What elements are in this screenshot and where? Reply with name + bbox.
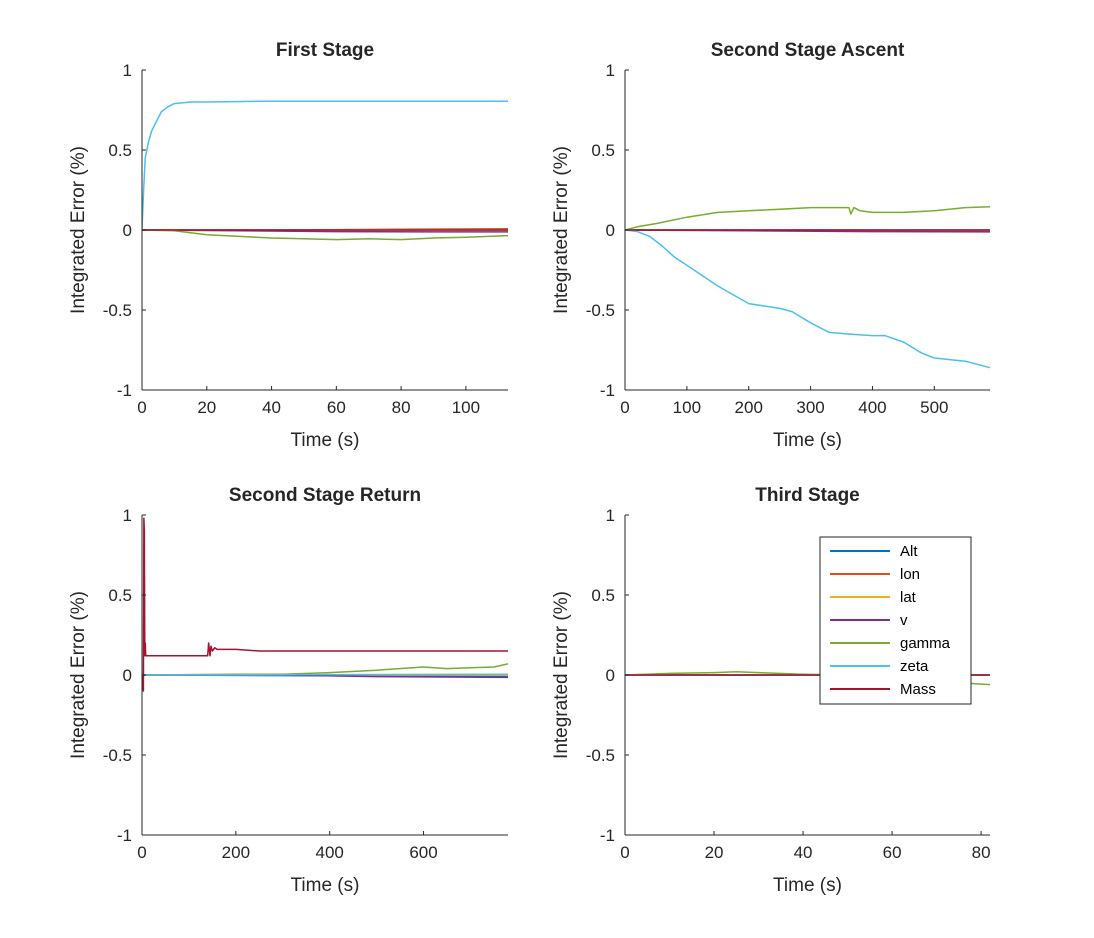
- y-tick-label: -1: [117, 826, 132, 845]
- series-line-gamma: [142, 663, 508, 676]
- subplot-4: 0 20 40 60 80 -1 -0.5 0 0.5 1 Third Stage Time (s) I…: [551, 485, 991, 896]
- x-tick-label: 60: [327, 398, 346, 417]
- y-tick-label: -0.5: [103, 746, 132, 765]
- x-axis-label: Time (s): [291, 875, 360, 896]
- y-tick-label: -0.5: [103, 301, 132, 320]
- x-tick-label: 500: [920, 398, 948, 417]
- legend-label: Mass: [900, 681, 936, 698]
- y-tick-label: 0.5: [591, 586, 615, 605]
- legend-label: Alt: [900, 543, 918, 560]
- y-axis-label: Integrated Error (%): [68, 591, 89, 759]
- x-tick-label: 20: [197, 398, 216, 417]
- x-tick-label: 20: [705, 843, 724, 862]
- y-tick-label: -1: [600, 381, 615, 400]
- legend-item-lat: lat: [830, 589, 917, 606]
- x-tick-label: 0: [620, 843, 629, 862]
- y-tick-label: -1: [600, 826, 615, 845]
- series-group: [142, 517, 508, 692]
- legend-label: lon: [900, 566, 920, 583]
- legend-item-v: v: [830, 612, 908, 629]
- y-axis-label: Integrated Error (%): [551, 146, 572, 314]
- legend-item-alt: Alt: [830, 543, 918, 560]
- x-tick-label: 60: [883, 843, 902, 862]
- series-line-gamma: [625, 206, 990, 231]
- y-tick-label: 0: [606, 666, 615, 685]
- x-axis-label: Time (s): [291, 430, 360, 451]
- y-tick-label: -1: [117, 381, 132, 400]
- legend-label: gamma: [900, 635, 951, 652]
- series-line-zeta: [142, 673, 508, 676]
- y-axis-label: Integrated Error (%): [551, 591, 572, 759]
- subplot-title: Third Stage: [755, 485, 860, 506]
- x-tick-label: 400: [858, 398, 886, 417]
- x-tick-label: 300: [796, 398, 824, 417]
- series-group: [625, 206, 990, 369]
- x-tick-label: 200: [222, 843, 250, 862]
- subplot-title: Second Stage Ascent: [711, 40, 905, 61]
- x-tick-label: 40: [794, 843, 813, 862]
- series-line-zeta: [142, 100, 508, 231]
- x-tick-label: 40: [262, 398, 281, 417]
- y-tick-label: 0.5: [108, 586, 132, 605]
- y-tick-label: 1: [606, 506, 615, 525]
- x-tick-label: 0: [137, 398, 146, 417]
- x-tick-label: 80: [972, 843, 991, 862]
- y-tick-label: -0.5: [586, 301, 615, 320]
- x-tick-label: 600: [409, 843, 437, 862]
- x-tick-label: 100: [673, 398, 701, 417]
- y-tick-label: 1: [123, 61, 132, 80]
- y-tick-label: 0.5: [591, 141, 615, 160]
- x-tick-label: 400: [316, 843, 344, 862]
- legend-label: zeta: [900, 658, 929, 675]
- subplot-title: Second Stage Return: [229, 485, 421, 506]
- y-tick-label: 1: [123, 506, 132, 525]
- y-tick-label: 0.5: [108, 141, 132, 160]
- y-tick-label: 1: [606, 61, 615, 80]
- series-line-zeta: [625, 229, 990, 369]
- legend-label: lat: [900, 589, 917, 606]
- y-axis-label: Integrated Error (%): [68, 146, 89, 314]
- x-tick-label: 100: [452, 398, 480, 417]
- x-tick-label: 0: [620, 398, 629, 417]
- legend-label: v: [900, 612, 908, 629]
- x-tick-label: 0: [137, 843, 146, 862]
- legend-item-zeta: zeta: [830, 658, 929, 675]
- x-axis-label: Time (s): [773, 875, 842, 896]
- subplot-3: 0 200 400 600 -1 -0.5 0 0.5 1 Second Stage Return…: [68, 485, 508, 896]
- legend-item-lon: lon: [830, 566, 920, 583]
- subplot-title: First Stage: [276, 40, 374, 61]
- series-line-gamma: [142, 229, 508, 241]
- x-axis-label: Time (s): [773, 430, 842, 451]
- series-group: [142, 100, 508, 241]
- x-tick-label: 80: [392, 398, 411, 417]
- series-line-mass: [142, 517, 508, 692]
- y-tick-label: -0.5: [586, 746, 615, 765]
- y-tick-label: 0: [606, 221, 615, 240]
- legend-item-gamma: gamma: [830, 635, 951, 652]
- subplot-2: 0 100 200 300 400 500 -1 -0.5 0 0.5 1 Second Stage …: [551, 40, 990, 451]
- legend: Alt lon lat v gamma zeta Mass: [819, 536, 972, 705]
- y-tick-label: 0: [123, 666, 132, 685]
- y-tick-label: 0: [123, 221, 132, 240]
- legend-item-mass: Mass: [830, 681, 936, 698]
- subplot-1: 0 20 40 60 80 100 -1 -0.5 0 0.5 1 First Stage Time (…: [68, 40, 508, 451]
- x-tick-label: 200: [735, 398, 763, 417]
